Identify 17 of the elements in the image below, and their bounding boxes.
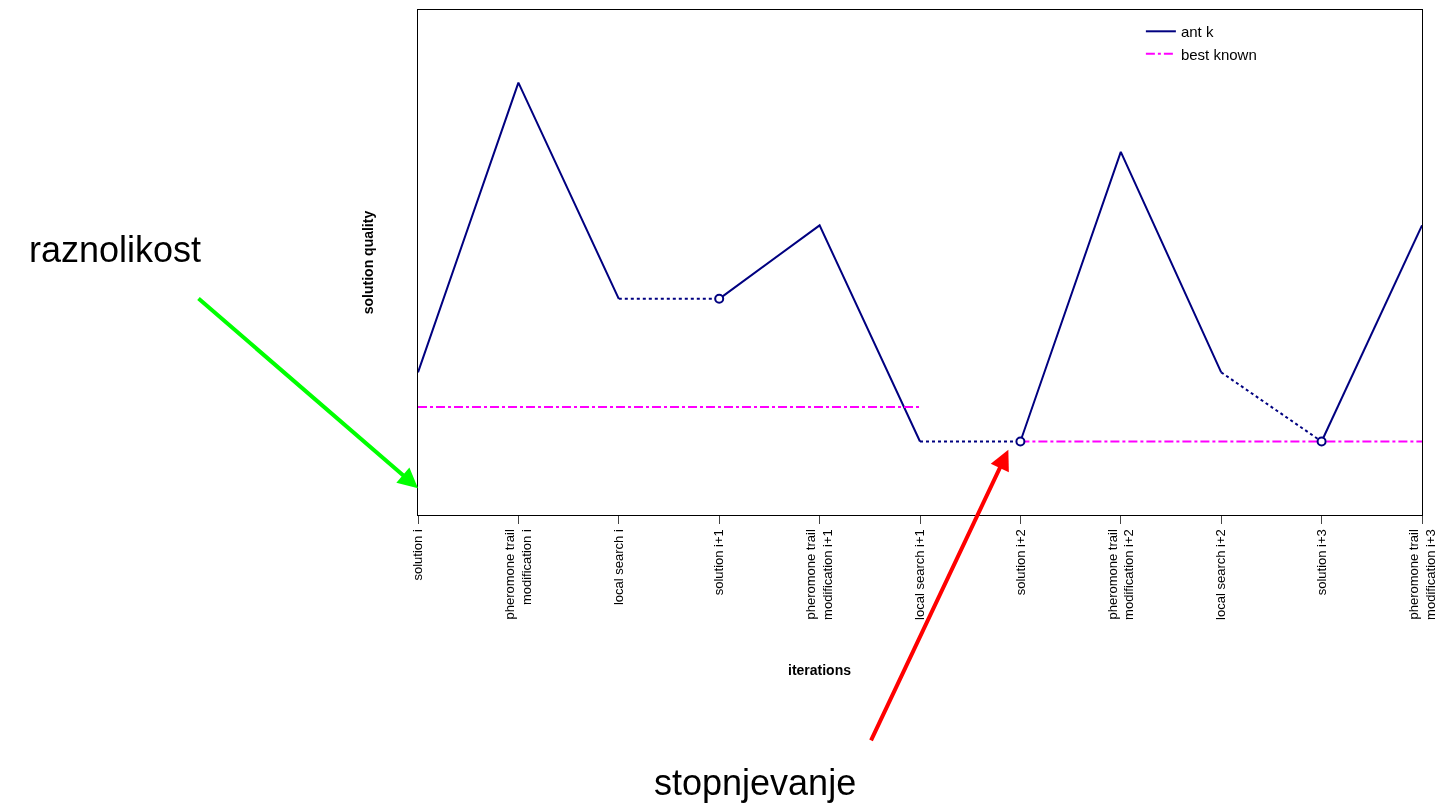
text: raznolikost <box>29 229 202 270</box>
x-tick-label: solution i+3 <box>1313 529 1329 596</box>
y-axis-title: solution quality <box>359 210 376 315</box>
x-tick-label: pheromone trail modification i+2 <box>1104 529 1137 620</box>
x-tick-label: pheromone trail modification i+3 <box>1405 529 1438 620</box>
text: stopnjevanje <box>654 762 857 803</box>
x-tick-label: solution i+2 <box>1012 529 1028 596</box>
x-tick-label: local search i+2 <box>1213 529 1229 620</box>
x-tick-label: pheromone trail modification i <box>502 529 535 620</box>
legend-label: best known <box>1180 45 1257 63</box>
x-axis-title: iterations <box>788 662 852 678</box>
legend-label: ant k <box>1180 23 1214 41</box>
x-tick-label: pheromone trail modification i+1 <box>803 529 836 620</box>
x-tick-label: solution i+1 <box>711 529 727 596</box>
x-tick-label: solution i <box>410 529 426 581</box>
x-tick-label: local search i+1 <box>912 529 928 620</box>
x-tick-label: local search i <box>611 529 627 606</box>
